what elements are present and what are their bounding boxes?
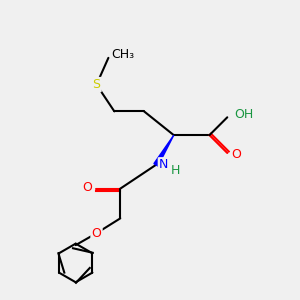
Text: O: O [232,148,242,161]
Text: H: H [171,164,180,177]
Text: OH: OH [235,108,254,121]
Text: CH₃: CH₃ [111,48,134,62]
Text: O: O [92,227,101,240]
Text: O: O [82,181,92,194]
Polygon shape [154,135,174,166]
Text: S: S [92,78,101,91]
Text: N: N [159,158,168,171]
